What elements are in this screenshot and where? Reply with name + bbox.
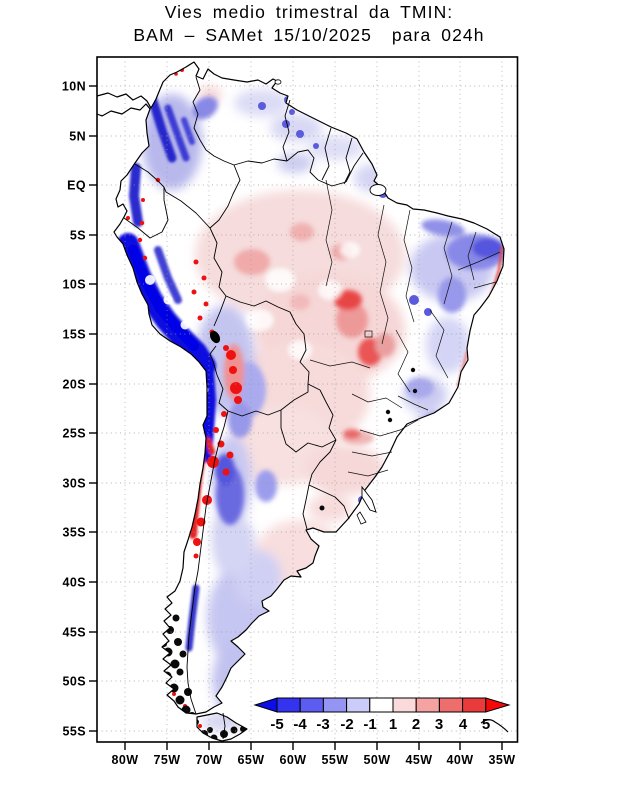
lon-ticks (124, 742, 503, 750)
lagoa-mirim (356, 511, 367, 525)
coastline (96, 61, 505, 742)
colorbar-box (369, 697, 394, 713)
bias-washes (142, 86, 494, 732)
colorbar: -5 -4 -3 -2 -1 1 2 3 4 5 (253, 697, 511, 733)
lon-tick-label: 55W (322, 753, 349, 767)
lat-tick-label: 50S (63, 675, 86, 689)
colorbar-left-arrow (253, 697, 278, 713)
colorbar-box (415, 697, 440, 713)
colorbar-label: -1 (363, 716, 376, 733)
lon-tick-label: 35W (489, 753, 516, 767)
colorbar-box (276, 697, 301, 713)
map-frame (96, 56, 519, 743)
south-georgia-island (480, 719, 509, 733)
bias-field (97, 68, 504, 741)
lon-tick-label: 50W (364, 753, 391, 767)
lat-tick-label: 40S (63, 576, 86, 590)
colorbar-label: 4 (459, 716, 468, 733)
bias-mid-blobs (192, 96, 504, 525)
lon-tick-label: 70W (196, 753, 223, 767)
lon-tick-label: 65W (238, 753, 265, 767)
country-borders (123, 76, 364, 740)
colorbar-box (346, 697, 371, 713)
colorbar-label: -3 (316, 716, 329, 733)
title-line2: BAM – SAMet 15/10/2025 para 024h (133, 25, 484, 45)
trinidad-island (274, 79, 282, 85)
lat-tick-label: 35S (63, 526, 86, 540)
lon-tick-label: 60W (280, 753, 307, 767)
lon-tick-label: 40W (447, 753, 474, 767)
lat-axis: 10N 5N EQ 5S 10S 15S 20S 25S 30S 35S 40S… (62, 80, 97, 739)
lat-ticks (89, 85, 97, 732)
lon-tick-label: 80W (112, 753, 139, 767)
lat-tick-label: 15S (63, 328, 86, 342)
grid-dotted-lines (97, 57, 517, 742)
chart-title: Vies medio trimestral da TMIN: BAM – SAM… (133, 2, 484, 45)
lagoa-dos-patos (361, 485, 377, 513)
state-borders (309, 179, 501, 477)
colorbar-right-arrow (485, 697, 511, 713)
lat-tick-label: 55S (63, 725, 86, 739)
colorbar-label: 2 (412, 716, 420, 733)
colorbar-box (438, 697, 464, 713)
colorbar-box (462, 697, 487, 713)
colorbar-label: -4 (293, 716, 307, 733)
marajo-island (369, 184, 387, 196)
lat-tick-label: 20S (63, 378, 86, 392)
lake-titicaca (209, 330, 221, 344)
colorbar-label: 3 (435, 716, 443, 733)
colorbar-box (299, 697, 324, 713)
colorbar-box (392, 697, 417, 713)
colorbar-box (322, 697, 348, 713)
lon-tick-label: 75W (154, 753, 181, 767)
title-line1: Vies medio trimestral da TMIN: (165, 2, 454, 22)
lat-tick-label: 5N (69, 130, 86, 144)
colorbar-label: 5 (482, 716, 490, 733)
lat-tick-label: 25S (63, 427, 86, 441)
lat-tick-label: 10N (62, 80, 86, 94)
colorbar-label: -2 (340, 716, 353, 733)
lon-axis: 80W 75W 70W 65W 60W 55W 50W 45W 40W 35W (112, 742, 516, 767)
lat-tick-label: 30S (63, 477, 86, 491)
lon-tick-label: 45W (406, 753, 433, 767)
lat-tick-label: EQ (67, 179, 86, 193)
colorbar-label: -5 (270, 716, 283, 733)
colorbar-label: 1 (389, 716, 397, 733)
lat-tick-label: 5S (70, 229, 86, 243)
lat-tick-label: 45S (63, 626, 86, 640)
lat-tick-label: 10S (63, 278, 86, 292)
lakes-islands (209, 79, 509, 733)
